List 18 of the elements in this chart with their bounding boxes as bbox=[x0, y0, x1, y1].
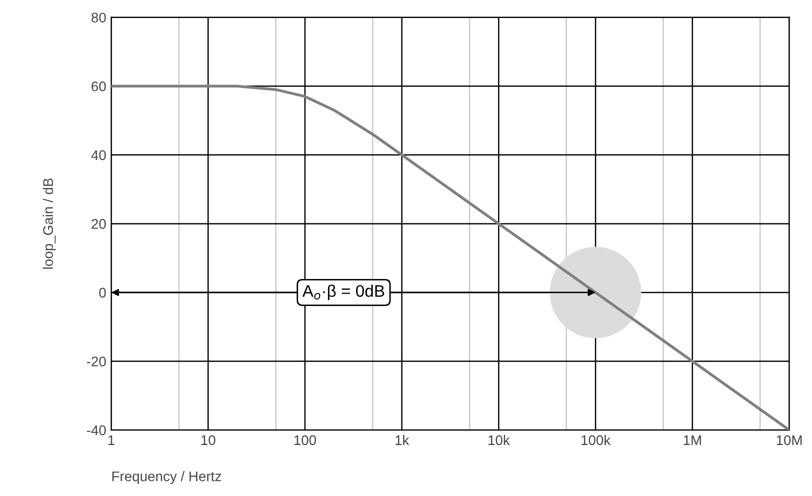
y-tick-label: 80 bbox=[92, 12, 106, 23]
annotation: A$_{o}$·β = 0dB bbox=[302, 284, 384, 300]
x-tick-label: 100k bbox=[582, 434, 611, 446]
y-tick-label: 20 bbox=[92, 219, 106, 229]
x-tick-label: 100 bbox=[294, 435, 316, 446]
x-tick-label: 10M bbox=[776, 435, 802, 446]
y-tick-label: 0 bbox=[99, 288, 106, 298]
x-axis-title: Frequency / Hertz bbox=[112, 471, 221, 484]
y-tick-label: -40 bbox=[86, 425, 106, 436]
y-tick-label: 60 bbox=[92, 81, 106, 92]
y-tick-label: 40 bbox=[91, 150, 106, 160]
x-tick-label: 10k bbox=[488, 434, 510, 446]
x-tick-label: 10 bbox=[201, 435, 216, 446]
x-tick-label: 1 bbox=[108, 435, 114, 445]
x-tick-label: 1M bbox=[684, 435, 701, 445]
y-tick-label: -20 bbox=[86, 356, 106, 366]
x-tick-label: 1k bbox=[396, 434, 410, 445]
y-axis-title: loop_Gain / dB bbox=[42, 178, 56, 269]
